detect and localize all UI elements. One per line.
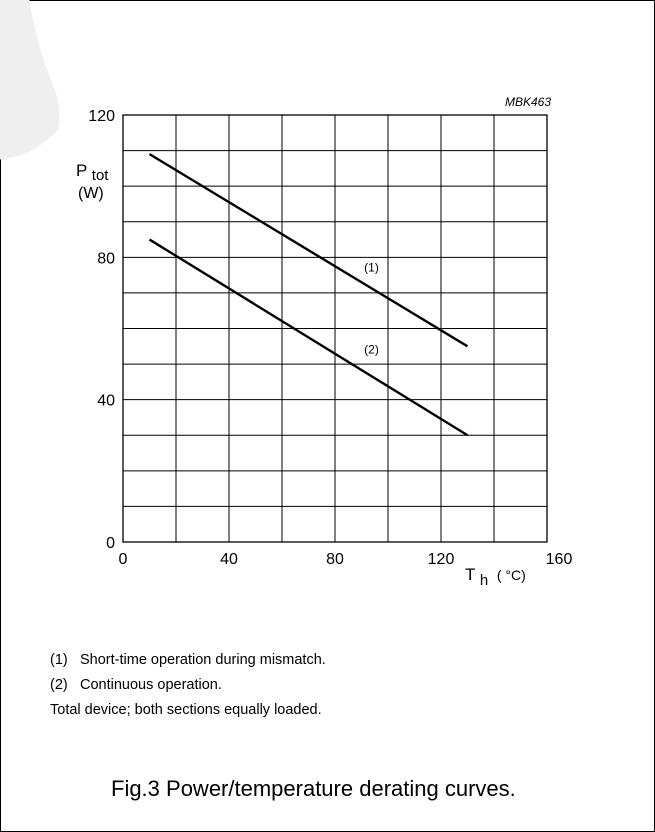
y-axis-label-main: P xyxy=(76,161,87,180)
watermark-corner xyxy=(0,0,70,170)
note-2: (2) Continuous operation. xyxy=(50,673,326,698)
note-text: Continuous operation. xyxy=(80,677,222,693)
series-line-1 xyxy=(148,153,469,348)
y-tick-label: 80 xyxy=(97,250,115,267)
plot-border xyxy=(122,114,548,543)
x-tick-label: 80 xyxy=(326,551,344,568)
figure-caption: Fig.3 Power/temperature derating curves. xyxy=(111,776,516,801)
y-axis-label-sub: tot xyxy=(92,167,110,184)
series-lines xyxy=(148,153,469,437)
series-line-2 xyxy=(148,238,469,437)
x-tick-label: 0 xyxy=(119,551,128,568)
note-1: (1) Short-time operation during mismatch. xyxy=(50,648,326,673)
x-axis-label-sub: h xyxy=(480,572,488,589)
series-labels: (1) (2) xyxy=(364,261,379,357)
x-tick-label: 120 xyxy=(428,551,455,568)
series-label-2: (2) xyxy=(364,342,379,356)
x-tick-label: 160 xyxy=(546,551,573,568)
note-number: (1) xyxy=(50,652,68,668)
y-tick-label: 120 xyxy=(88,108,115,125)
series-label-1: (1) xyxy=(364,261,379,275)
note-3: Total device; both sections equally load… xyxy=(50,698,326,723)
y-axis-unit: (W) xyxy=(78,185,104,202)
horizontal-gridlines xyxy=(123,114,547,543)
x-tick-label: 40 xyxy=(220,551,238,568)
x-tick-labels: 0 40 80 120 160 xyxy=(119,551,573,568)
note-text: Total device; both sections equally load… xyxy=(50,702,322,718)
y-tick-label: 40 xyxy=(97,393,115,410)
y-tick-labels: 0 40 80 120 xyxy=(88,108,115,552)
y-tick-label: 0 xyxy=(106,535,115,552)
x-axis-unit: ( °C) xyxy=(497,567,526,583)
y-axis-label: P tot xyxy=(76,161,109,184)
derating-chart: (1) (2) 0 40 80 120 160 0 40 80 120 MBK463 P tot… xyxy=(76,95,573,589)
x-axis-label-main: T xyxy=(465,565,475,584)
figure-code: MBK463 xyxy=(505,95,551,109)
note-number: (2) xyxy=(50,677,68,693)
x-axis-label: T h ( °C) xyxy=(465,565,526,589)
notes-list: (1) Short-time operation during mismatch.… xyxy=(50,648,326,723)
note-text: Short-time operation during mismatch. xyxy=(80,652,326,668)
